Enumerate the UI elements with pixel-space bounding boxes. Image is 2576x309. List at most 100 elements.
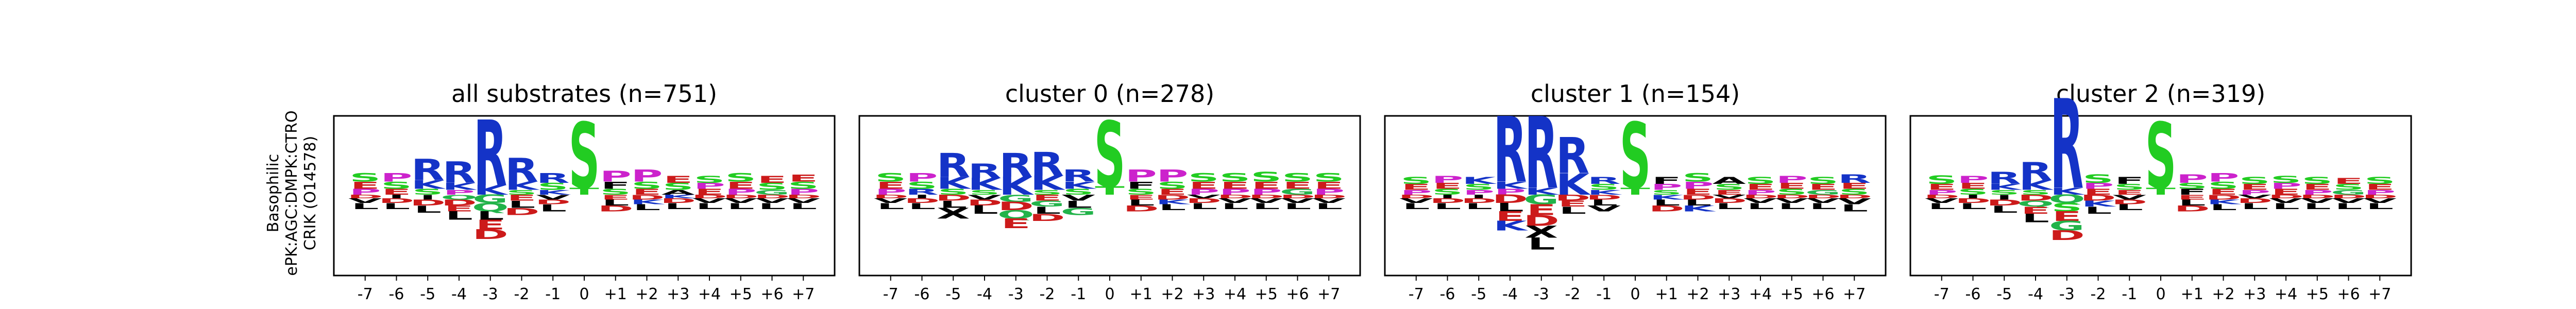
- logo-letter-S: S: [1620, 105, 1651, 210]
- logo-letter-D: D: [1185, 197, 1222, 205]
- logo-letter-D: D: [1955, 197, 1991, 205]
- logo-letter-L: L: [383, 201, 411, 211]
- logo-letter-P: P: [875, 187, 907, 197]
- logo-letter-S: S: [381, 180, 412, 191]
- logo-letter-L: L: [1221, 201, 1249, 211]
- logo-letter-L: L: [2335, 201, 2363, 211]
- logo-letter-D: D: [1311, 194, 1347, 199]
- logo-letter-S: S: [1282, 171, 1313, 184]
- logo-letter-S: S: [1063, 187, 1094, 197]
- x-tick-label: +3: [1718, 285, 1740, 303]
- row-label: Basophilic ePK:AGC:DMPK:CTRO CRIK (O1457…: [264, 110, 319, 276]
- x-tick-label: -5: [945, 285, 961, 303]
- logo-letter-R: R: [2050, 74, 2083, 217]
- logo-letter-V: V: [2363, 197, 2397, 205]
- logo-letter-D: D: [998, 200, 1034, 213]
- x-tick-label: -5: [420, 285, 435, 303]
- logo-letter-D: D: [1280, 194, 1316, 199]
- logo-letter-A: A: [1713, 175, 1746, 186]
- logo-letter-L: L: [477, 209, 504, 222]
- logo-letter-K: K: [1650, 194, 1685, 201]
- logo-letter-L: L: [1809, 201, 1837, 211]
- logo-letter-L: L: [1959, 201, 1987, 211]
- logo-letter-P: P: [1744, 188, 1776, 196]
- logo-letter-G: G: [1523, 192, 1559, 208]
- logo-letter-S: S: [2364, 175, 2396, 186]
- logo-letter-L: L: [2115, 203, 2143, 212]
- logo-letter-S: S: [2301, 175, 2333, 186]
- logo-letter-E: E: [1927, 182, 1957, 192]
- logo-letter-S: S: [969, 188, 1001, 196]
- logo-letter-E: E: [2083, 187, 2113, 197]
- logo-letter-S: S: [2020, 188, 2052, 196]
- x-tick-label: +2: [1686, 285, 1709, 303]
- logo-letter-X: X: [937, 205, 970, 222]
- x-tick-label: +2: [635, 285, 658, 303]
- logo-letter-D: D: [598, 204, 634, 213]
- x-tick-label: +1: [1130, 285, 1153, 303]
- logo-letter-L: L: [1033, 205, 1061, 216]
- logo-letter-L: L: [1252, 201, 1280, 211]
- logo-letter-L: L: [1190, 201, 1217, 211]
- logo-letter-K: K: [1587, 188, 1623, 196]
- x-tick-label: +6: [1811, 285, 1834, 303]
- logo-letter-S: S: [1957, 187, 1989, 197]
- logo-letter-K: K: [2050, 186, 2086, 197]
- panel-title: cluster 2 (n=319): [2056, 80, 2265, 108]
- logo-letter-S: S: [1839, 187, 1870, 197]
- logo-letter-L: L: [2303, 201, 2331, 211]
- logo-letter-V: V: [1775, 197, 1809, 205]
- logo-letter-P: P: [1682, 180, 1714, 191]
- logo-letter-S: S: [1219, 171, 1251, 184]
- logo-letter-E: E: [1283, 180, 1313, 191]
- logo-letter-P: P: [443, 188, 475, 196]
- logo-letter-L: L: [2272, 201, 2300, 211]
- logo-letter-G: G: [1029, 199, 1065, 209]
- logo-letter-D: D: [660, 197, 696, 205]
- logo-letter-V: V: [2113, 194, 2147, 201]
- logo-letter-L: L: [1159, 203, 1187, 212]
- row-label-line-3: CRIK (O14578): [301, 136, 319, 250]
- logo-letter-F: F: [1652, 175, 1682, 186]
- logo-letter-D: D: [1398, 194, 1434, 199]
- logo-letter-E: E: [632, 187, 662, 197]
- logo-letter-V: V: [787, 197, 821, 205]
- logo-letter-L: L: [1990, 203, 2018, 215]
- x-tick-label: -2: [2091, 285, 2106, 303]
- logo-letter-P: P: [906, 171, 938, 184]
- logo-letter-Q: Q: [440, 194, 478, 201]
- logo-letter-L: L: [1715, 201, 1743, 211]
- logo-letter-D: D: [1711, 197, 1747, 205]
- logo-letter-E: E: [1808, 182, 1838, 192]
- logo-letter-D: D: [2111, 198, 2147, 206]
- logo-letter-R: R: [2019, 158, 2053, 186]
- logo-letter-L: L: [1653, 198, 1681, 207]
- logo-letter-I: I: [1965, 194, 1981, 199]
- logo-letter-P: P: [2082, 181, 2114, 191]
- logo-letter-R: R: [505, 151, 538, 190]
- logo-letter-P: P: [1463, 188, 1495, 196]
- logo-letter-R: R: [1838, 172, 1871, 185]
- logo-letter-D: D: [691, 194, 727, 199]
- logo-letter-E: E: [1558, 199, 1588, 209]
- logo-letter-P: P: [2208, 171, 2240, 184]
- logo-letter-L: L: [1496, 201, 1524, 214]
- logo-letter-E: E: [1220, 180, 1250, 191]
- logo-letter-K: K: [505, 179, 540, 193]
- logo-letter-L: L: [1465, 201, 1493, 211]
- logo-letter-I: I: [420, 194, 436, 201]
- logo-letter-L: L: [1127, 198, 1155, 207]
- x-tick-label: +6: [2337, 285, 2360, 303]
- logo-letter-S: S: [2114, 182, 2145, 192]
- x-tick-label: 0: [579, 285, 589, 303]
- logo-letter-D: D: [1742, 194, 1778, 199]
- logo-letter-D: D: [1586, 194, 1622, 201]
- logo-letter-I: I: [1996, 194, 2012, 201]
- x-tick-label: -3: [2059, 285, 2075, 303]
- x-tick-label: -6: [389, 285, 404, 303]
- logo-letter-K: K: [1556, 167, 1591, 202]
- logo-panel-0: all substrates (n=751)-7PESDVL-6ESPIDL-5…: [333, 80, 836, 303]
- logo-letter-D: D: [2049, 228, 2085, 243]
- logo-letter-P: P: [725, 187, 757, 197]
- logo-letter-E: E: [1001, 216, 1031, 231]
